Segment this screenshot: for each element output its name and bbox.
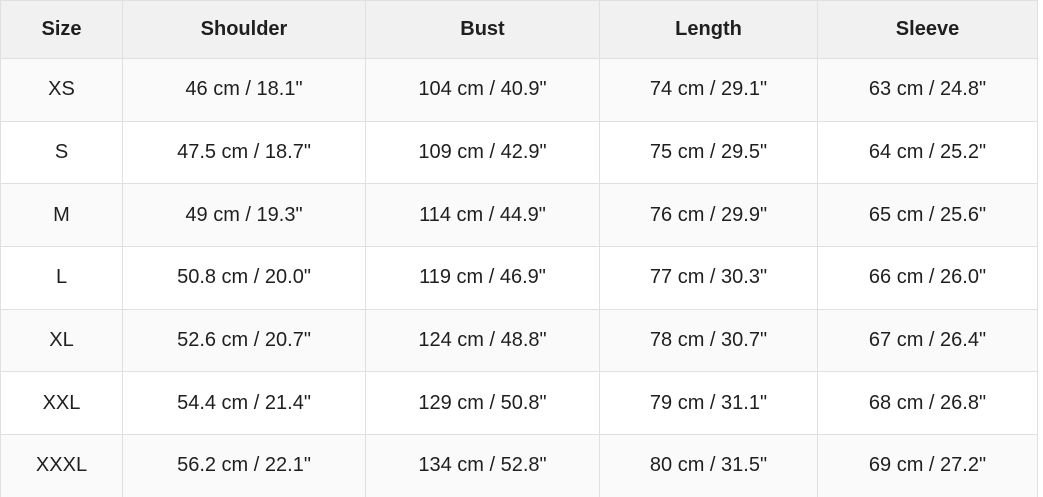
sleeve-cell: 68 cm / 26.8" xyxy=(817,371,1038,436)
length-cell: 75 cm / 29.5" xyxy=(599,120,818,185)
column-header-size: Size xyxy=(0,0,123,59)
size-cell: S xyxy=(0,120,123,185)
column-header-length: Length xyxy=(599,0,818,59)
bust-cell: 124 cm / 48.8" xyxy=(365,308,600,373)
size-chart-header: Size Shoulder Bust Length Sleeve xyxy=(0,0,1038,59)
table-row: XS 46 cm / 18.1" 104 cm / 40.9" 74 cm / … xyxy=(0,58,1038,122)
bust-cell: 109 cm / 42.9" xyxy=(365,120,600,185)
shoulder-cell: 50.8 cm / 20.0" xyxy=(122,246,366,310)
header-row: Size Shoulder Bust Length Sleeve xyxy=(0,0,1038,59)
column-header-sleeve: Sleeve xyxy=(817,0,1038,59)
table-row: S 47.5 cm / 18.7" 109 cm / 42.9" 75 cm /… xyxy=(0,120,1038,185)
sleeve-cell: 69 cm / 27.2" xyxy=(817,434,1038,497)
sleeve-cell: 66 cm / 26.0" xyxy=(817,246,1038,310)
sleeve-cell: 64 cm / 25.2" xyxy=(817,120,1038,185)
shoulder-cell: 49 cm / 19.3" xyxy=(122,183,366,248)
table-row: XXXL 56.2 cm / 22.1" 134 cm / 52.8" 80 c… xyxy=(0,434,1038,497)
bust-cell: 134 cm / 52.8" xyxy=(365,434,600,497)
shoulder-cell: 52.6 cm / 20.7" xyxy=(122,308,366,373)
shoulder-cell: 47.5 cm / 18.7" xyxy=(122,120,366,185)
size-cell: XL xyxy=(0,308,123,373)
length-cell: 79 cm / 31.1" xyxy=(599,371,818,436)
bust-cell: 114 cm / 44.9" xyxy=(365,183,600,248)
column-header-bust: Bust xyxy=(365,0,600,59)
size-chart-body: XS 46 cm / 18.1" 104 cm / 40.9" 74 cm / … xyxy=(0,58,1038,497)
size-cell: XXL xyxy=(0,371,123,436)
size-cell: M xyxy=(0,183,123,248)
sleeve-cell: 63 cm / 24.8" xyxy=(817,58,1038,122)
table-row: XXL 54.4 cm / 21.4" 129 cm / 50.8" 79 cm… xyxy=(0,371,1038,436)
length-cell: 74 cm / 29.1" xyxy=(599,58,818,122)
length-cell: 78 cm / 30.7" xyxy=(599,308,818,373)
table-row: M 49 cm / 19.3" 114 cm / 44.9" 76 cm / 2… xyxy=(0,183,1038,248)
bust-cell: 129 cm / 50.8" xyxy=(365,371,600,436)
shoulder-cell: 46 cm / 18.1" xyxy=(122,58,366,122)
sleeve-cell: 67 cm / 26.4" xyxy=(817,308,1038,373)
length-cell: 77 cm / 30.3" xyxy=(599,246,818,310)
column-header-shoulder: Shoulder xyxy=(122,0,366,59)
length-cell: 76 cm / 29.9" xyxy=(599,183,818,248)
table-row: XL 52.6 cm / 20.7" 124 cm / 48.8" 78 cm … xyxy=(0,308,1038,373)
bust-cell: 119 cm / 46.9" xyxy=(365,246,600,310)
size-cell: L xyxy=(0,246,123,310)
size-cell: XS xyxy=(0,58,123,122)
sleeve-cell: 65 cm / 25.6" xyxy=(817,183,1038,248)
length-cell: 80 cm / 31.5" xyxy=(599,434,818,497)
shoulder-cell: 54.4 cm / 21.4" xyxy=(122,371,366,436)
bust-cell: 104 cm / 40.9" xyxy=(365,58,600,122)
shoulder-cell: 56.2 cm / 22.1" xyxy=(122,434,366,497)
table-row: L 50.8 cm / 20.0" 119 cm / 46.9" 77 cm /… xyxy=(0,246,1038,310)
size-cell: XXXL xyxy=(0,434,123,497)
